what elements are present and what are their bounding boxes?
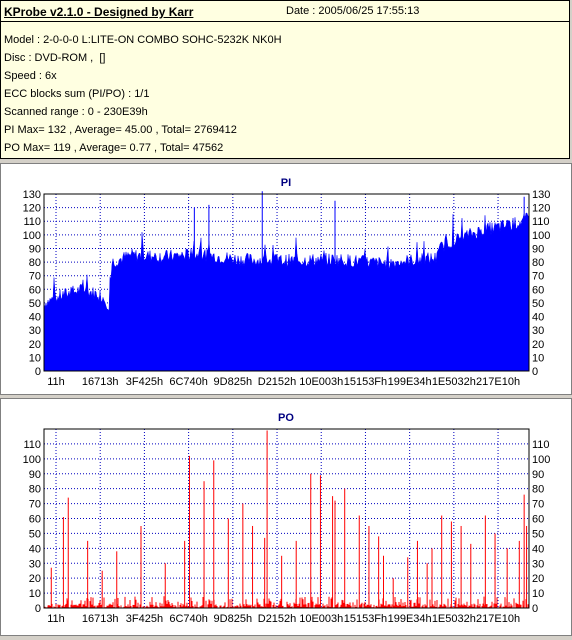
y-tick-label-right: 10 [532, 588, 544, 600]
x-tick-label: 10E003h [299, 376, 343, 388]
info-panel: KProbe v2.1.0 - Designed by Karr Date : … [0, 0, 570, 159]
y-tick-label-left: 100 [23, 454, 41, 466]
y-tick-label-right: 90 [532, 243, 544, 255]
x-tick-label: 9D825h [214, 376, 253, 388]
info-ecc: ECC blocks sum (PI/PO) : 1/1 [4, 88, 150, 100]
pi-series-area [43, 212, 530, 372]
plot-frame [43, 193, 530, 372]
y-tick-label-left: 50 [29, 528, 41, 540]
plot-frame [43, 428, 530, 609]
po-chart: PO 0 0 10 10 20 20 30 30 40 40 50 50 60 60 70 70 80 80 90 9… [23, 412, 551, 625]
y-tick-label-right: 90 [532, 469, 544, 481]
x-tick-label: 3F425h [126, 376, 163, 388]
app-title: KProbe v2.1.0 - Designed by Karr [4, 5, 194, 19]
x-tick-label: 199E34h [388, 376, 432, 388]
y-tick-label-right: 0 [532, 603, 538, 615]
y-tick-label-left: 110 [23, 216, 41, 228]
x-tick-label: 10E003h [299, 613, 343, 625]
x-tick-label: 15153Fh [344, 613, 387, 625]
po-chart-title: PO [278, 412, 294, 424]
y-tick-label-right: 10 [532, 352, 544, 364]
y-tick-label-right: 80 [532, 484, 544, 496]
y-tick-label-right: 40 [532, 312, 544, 324]
y-tick-label-left: 30 [29, 325, 41, 337]
y-tick-label-left: 20 [29, 339, 41, 351]
x-tick-label: 199E34h [388, 613, 432, 625]
y-tick-label-left: 110 [23, 439, 41, 451]
y-tick-label-left: 70 [29, 499, 41, 511]
y-tick-label-right: 100 [532, 454, 550, 466]
x-tick-label: 16713h [82, 613, 119, 625]
x-tick-label: 217E10h [476, 613, 520, 625]
plot-area [44, 429, 529, 608]
x-tick-label: 11h [47, 613, 65, 625]
y-tick-label-right: 50 [532, 528, 544, 540]
y-tick-label-right: 60 [532, 284, 544, 296]
x-tick-label: 11h [47, 376, 65, 388]
y-tick-label-right: 40 [532, 543, 544, 555]
scan-date: Date : 2005/06/25 17:55:13 [286, 5, 420, 17]
x-tick-label: 6C740h [169, 613, 208, 625]
x-tick-label: D2152h [258, 376, 297, 388]
y-tick-label-left: 10 [29, 352, 41, 364]
po-chart-panel: PO 0 0 10 10 20 20 30 30 40 40 50 50 60 60 70 70 80 80 90 9… [0, 398, 572, 636]
y-tick-label-left: 10 [29, 588, 41, 600]
y-tick-label-right: 130 [532, 189, 550, 201]
y-tick-label-left: 30 [29, 558, 41, 570]
y-tick-label-right: 0 [532, 366, 538, 378]
y-tick-label-left: 100 [23, 230, 41, 242]
x-tick-label: 15153Fh [344, 376, 387, 388]
y-tick-label-right: 70 [532, 271, 544, 283]
y-tick-label-left: 90 [29, 243, 41, 255]
y-tick-label-right: 30 [532, 558, 544, 570]
y-tick-label-right: 110 [532, 216, 550, 228]
y-tick-label-right: 20 [532, 573, 544, 585]
divider [1, 21, 569, 22]
info-pi: PI Max= 132 , Average= 45.00 , Total= 27… [4, 124, 237, 136]
info-model: Model : 2-0-0-0 L:LITE-ON COMBO SOHC-523… [4, 34, 282, 46]
info-range: Scanned range : 0 - 230E39h [4, 106, 148, 118]
y-tick-label-left: 80 [29, 484, 41, 496]
info-disc: Disc : DVD-ROM , [] [4, 52, 106, 64]
x-tick-label: 6C740h [169, 376, 208, 388]
x-tick-label: 1E5032h [432, 613, 476, 625]
y-tick-label-left: 70 [29, 271, 41, 283]
y-tick-label-left: 60 [29, 514, 41, 526]
x-tick-label: 217E10h [476, 376, 520, 388]
y-tick-label-right: 50 [532, 298, 544, 310]
x-tick-label: 16713h [82, 376, 119, 388]
y-tick-label-right: 30 [532, 325, 544, 337]
info-speed: Speed : 6x [4, 70, 57, 82]
y-tick-label-left: 40 [29, 312, 41, 324]
y-tick-label-left: 50 [29, 298, 41, 310]
y-tick-label-left: 0 [35, 366, 41, 378]
pi-chart-title: PI [281, 177, 291, 189]
y-tick-label-left: 130 [23, 189, 41, 201]
y-tick-label-right: 100 [532, 230, 550, 242]
x-tick-label: 9D825h [214, 613, 253, 625]
x-tick-label: D2152h [258, 613, 297, 625]
y-tick-label-right: 70 [532, 499, 544, 511]
x-tick-label: 1E5032h [432, 376, 476, 388]
y-tick-label-right: 120 [532, 203, 550, 215]
y-tick-label-left: 80 [29, 257, 41, 269]
pi-chart-panel: PI 0 0 10 10 20 20 30 30 40 40 50 50 60 60 70 70 80 80 90 9… [0, 163, 572, 395]
y-tick-label-right: 80 [532, 257, 544, 269]
info-po: PO Max= 119 , Average= 0.77 , Total= 475… [4, 142, 224, 154]
y-tick-label-right: 60 [532, 514, 544, 526]
y-tick-label-right: 110 [532, 439, 550, 451]
y-tick-label-left: 0 [35, 603, 41, 615]
y-tick-label-left: 120 [23, 203, 41, 215]
y-tick-label-left: 40 [29, 543, 41, 555]
y-tick-label-right: 20 [532, 339, 544, 351]
y-tick-label-left: 60 [29, 284, 41, 296]
x-tick-label: 3F425h [126, 613, 163, 625]
y-tick-label-left: 20 [29, 573, 41, 585]
y-tick-label-left: 90 [29, 469, 41, 481]
